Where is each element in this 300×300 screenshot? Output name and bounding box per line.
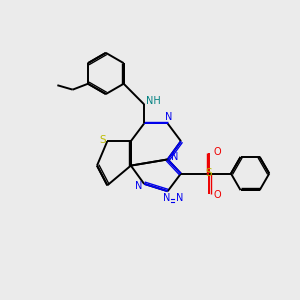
Text: S: S bbox=[205, 168, 211, 178]
Text: O: O bbox=[213, 190, 221, 200]
Text: N: N bbox=[165, 112, 172, 122]
Text: N: N bbox=[134, 181, 142, 191]
Text: O: O bbox=[213, 147, 221, 158]
Text: N: N bbox=[176, 193, 183, 203]
Text: N: N bbox=[171, 152, 179, 162]
Text: S: S bbox=[100, 135, 106, 145]
Text: N: N bbox=[163, 193, 170, 203]
Text: NH: NH bbox=[146, 96, 161, 106]
